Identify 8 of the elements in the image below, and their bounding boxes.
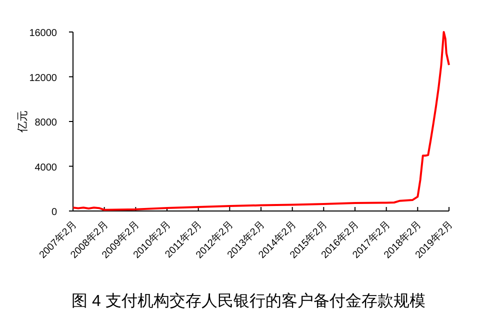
y-axis-title: 亿元 — [17, 110, 29, 134]
y-tick-label: 0 — [51, 207, 58, 218]
text: 图 4 支付机构交存人民银行的客户备付金存款规模 — [72, 292, 426, 310]
line-series — [72, 31, 450, 211]
y-tick-label: 12000 — [29, 72, 58, 84]
y-tick-label: 16000 — [29, 28, 58, 39]
y-tick-label: 4000 — [34, 162, 58, 174]
y-tick-label: 8000 — [34, 118, 58, 128]
